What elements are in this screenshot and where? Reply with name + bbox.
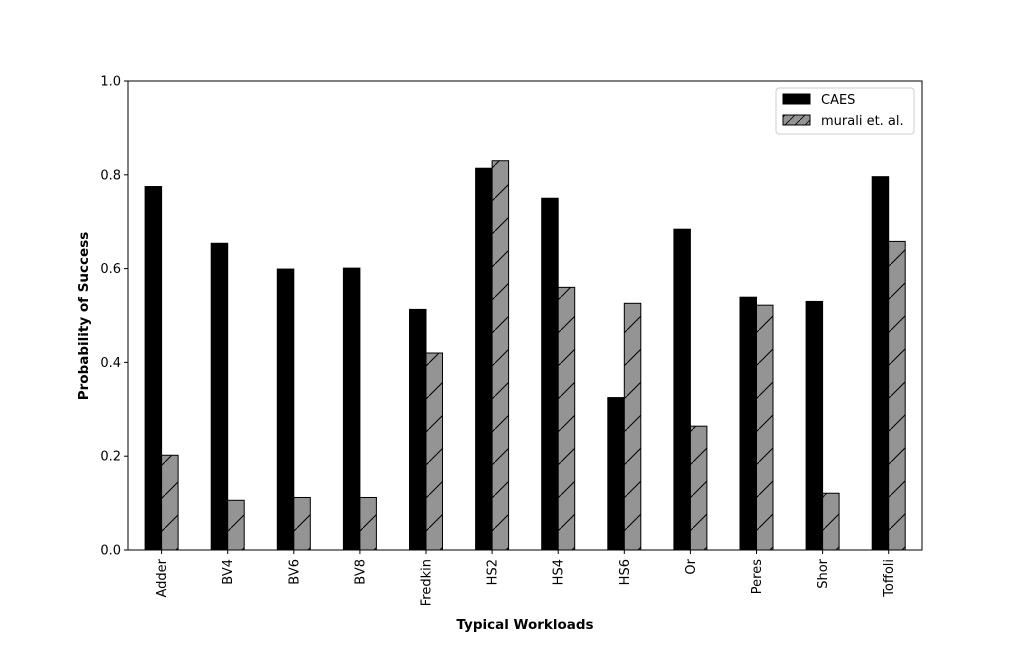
x-tick-label-hs4: HS4 (552, 559, 567, 585)
x-tick-label-shor: Shor (816, 558, 831, 588)
x-tick-label-fredkin: Fredkin (420, 559, 435, 606)
bar-murali-et-al-adder (161, 454, 179, 551)
x-tick-label-toffoli: Toffoli (882, 559, 897, 598)
bar-caes-bv4 (210, 242, 229, 551)
bar-murali-et-al-hs6 (623, 302, 642, 551)
x-axis-title: Typical Workloads (456, 617, 593, 633)
x-tick-label-bv4: BV4 (221, 559, 236, 585)
x-tick-label-adder: Adder (155, 558, 170, 597)
bar-caes-peres (739, 296, 757, 551)
bar-murali-et-al-shor (822, 492, 840, 551)
bar-caes-toffoli (871, 176, 890, 551)
x-tick-label-hs2: HS2 (486, 559, 501, 585)
bar-murali-et-al-peres (756, 304, 774, 551)
legend: CAES murali et. al. (775, 87, 915, 135)
bar-murali-et-al-bv6 (293, 496, 311, 551)
x-axis: Adder BV4 BV6 BV8 Fredkin HS2 HS4 HS6 Or Peres Sho… (155, 550, 897, 606)
legend-label-murali: murali et. al. (821, 114, 904, 129)
bar-caes-bv6 (276, 268, 295, 551)
bar-caes-or (673, 228, 691, 551)
x-tick-label-bv8: BV8 (353, 559, 368, 585)
y-tick-label: 0.4 (100, 356, 121, 371)
y-tick-label: 0.2 (100, 450, 121, 465)
x-tick-label-peres: Peres (750, 559, 765, 594)
legend-swatch-caes (782, 93, 811, 105)
x-tick-label-or: Or (684, 558, 699, 574)
plot-frame (127, 80, 923, 551)
bar-murali-et-al-fredkin (425, 352, 443, 551)
y-tick-label: 1.0 (100, 75, 121, 90)
bar-caes-hs2 (475, 167, 493, 551)
bar-caes-fredkin (409, 308, 427, 551)
y-tick-label: 0.6 (100, 262, 121, 277)
y-axis-title: Probability of Success (76, 232, 92, 401)
bar-murali-et-al-toffoli (888, 240, 906, 551)
x-tick-label-hs6: HS6 (618, 559, 633, 585)
y-axis: 0.0 0.2 0.4 0.6 0.8 1.0 (100, 75, 128, 559)
bar-murali-et-al-bv4 (227, 499, 245, 551)
bar-murali-et-al-or (689, 425, 708, 551)
y-tick-label: 0.0 (100, 544, 121, 559)
bar-murali-et-al-hs2 (491, 160, 510, 551)
bars-group (144, 160, 906, 551)
y-tick-label: 0.8 (100, 168, 121, 183)
bar-caes-adder (144, 186, 163, 551)
bar-caes-hs6 (607, 397, 625, 551)
legend-swatch-murali (782, 114, 811, 126)
bar-murali-et-al-hs4 (557, 286, 576, 551)
bar-caes-hs4 (541, 197, 559, 551)
bar-caes-shor (805, 300, 824, 551)
legend-label-caes: CAES (821, 93, 855, 108)
x-tick-label-bv6: BV6 (287, 559, 302, 585)
bar-murali-et-al-bv8 (359, 496, 377, 551)
bar-caes-bv8 (342, 267, 361, 551)
